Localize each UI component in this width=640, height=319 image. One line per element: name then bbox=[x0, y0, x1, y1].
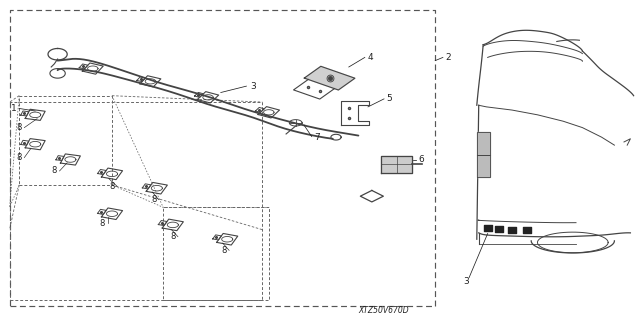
Text: 8: 8 bbox=[170, 232, 175, 241]
Text: 8: 8 bbox=[17, 123, 22, 132]
Text: 8: 8 bbox=[100, 219, 105, 228]
Text: 8: 8 bbox=[17, 153, 22, 162]
Text: 3: 3 bbox=[463, 277, 468, 286]
Polygon shape bbox=[381, 156, 412, 173]
Text: 1: 1 bbox=[12, 104, 17, 113]
Polygon shape bbox=[304, 66, 355, 90]
Text: 8: 8 bbox=[52, 167, 57, 175]
Polygon shape bbox=[477, 155, 490, 177]
Text: 6: 6 bbox=[419, 155, 424, 164]
Text: 2: 2 bbox=[445, 53, 451, 62]
Text: 8: 8 bbox=[221, 246, 227, 255]
Text: 3: 3 bbox=[250, 82, 255, 91]
Text: XTZ50V670D: XTZ50V670D bbox=[358, 306, 410, 315]
Text: 8: 8 bbox=[151, 195, 156, 204]
Text: 5: 5 bbox=[387, 94, 392, 103]
Text: 4: 4 bbox=[367, 53, 372, 62]
Text: 8: 8 bbox=[109, 182, 115, 191]
Text: 7: 7 bbox=[314, 133, 319, 142]
Polygon shape bbox=[477, 132, 490, 155]
